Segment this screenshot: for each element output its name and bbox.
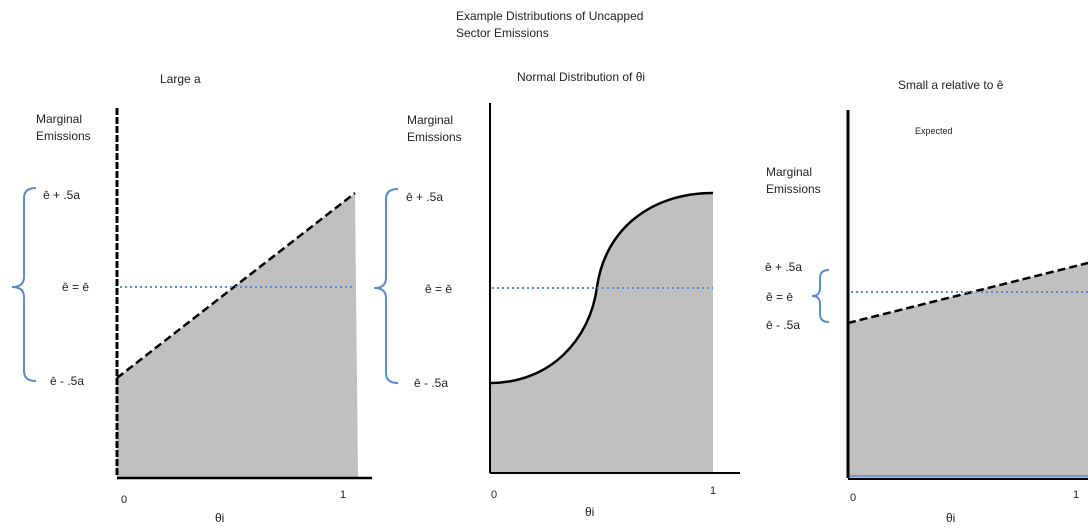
panel3-mid-label: ê = ē	[766, 290, 794, 304]
panel3-brace	[811, 269, 830, 323]
panel3-y-label-line1: Marginal	[766, 165, 813, 179]
panel1-x-axis-label: θi	[215, 511, 225, 525]
panel1-upper-label: ē + .5a	[43, 188, 81, 202]
panel1-brace	[11, 187, 37, 382]
panel2-x-start: 0	[491, 489, 498, 501]
panel2-shaded-area	[490, 193, 713, 472]
panel2-lower-label: ē - .5a	[414, 376, 449, 390]
panel2-x-end: 1	[710, 485, 717, 497]
figure-title: Example Distributions of Uncapped Sector…	[456, 8, 643, 42]
panel3-shaded-area	[848, 263, 1088, 478]
panel1-y-axis-label: Marginal Emissions	[36, 111, 91, 145]
panel2-y-label-line1: Marginal	[407, 113, 454, 127]
panel3-upper-label: ē + .5a	[765, 260, 803, 274]
panel3-y-axis-label: Marginal Emissions	[766, 164, 821, 198]
panel3-x-axis-label: θi	[946, 511, 956, 525]
panel1-mid-label: ê = ē	[62, 280, 90, 294]
panel2-title: Normal Distribution of θi	[517, 70, 646, 84]
panel1-y-label-line1: Marginal	[36, 112, 83, 126]
panel1-title: Large a	[160, 72, 201, 86]
panel1-shaded-area	[117, 193, 358, 477]
panel1-lower-label: ē - .5a	[50, 374, 85, 388]
panel-normal-graphics	[373, 103, 740, 474]
figure-title-line1: Example Distributions of Uncapped	[456, 9, 644, 23]
panel2-y-label-line2: Emissions	[407, 130, 462, 144]
panel3-lower-label: ē - .5a	[766, 318, 801, 332]
panel2-mid-label: ê = ē	[425, 282, 453, 296]
panel3-title: Small a relative to ê	[898, 78, 1004, 92]
figure-title-line2: Sector Emissions	[456, 26, 549, 40]
panel3-y-label-line2: Emissions	[766, 182, 821, 196]
panel2-x-axis-label: θi	[585, 505, 595, 519]
panel2-y-axis-label: Marginal Emissions	[407, 112, 462, 146]
panel1-x-end: 1	[340, 489, 347, 501]
panel1-x-start: 0	[121, 494, 128, 506]
panel2-brace	[373, 188, 399, 384]
panel3-x-start: 0	[850, 492, 857, 504]
panel-large-a-graphics	[11, 108, 372, 480]
panel1-dashed-line	[116, 192, 356, 379]
panel3-x-end: 1	[1073, 489, 1080, 501]
panel1-y-label-line2: Emissions	[36, 129, 91, 143]
panel3-annotation: Expected	[915, 126, 953, 136]
panel2-upper-label: ē + .5a	[406, 190, 444, 204]
panel-small-a-graphics	[811, 110, 1088, 480]
